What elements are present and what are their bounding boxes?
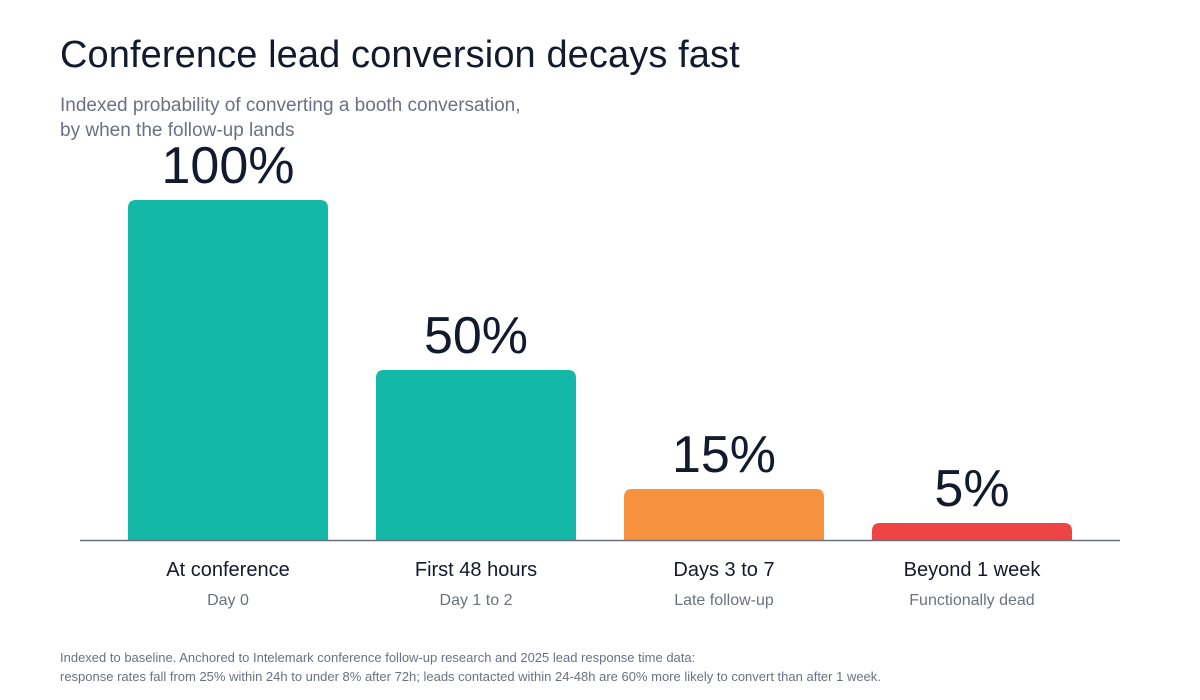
- subtitle-line-2: by when the follow-up lands: [60, 120, 295, 141]
- chart-footnote: Indexed to baseline. Anchored to Intelem…: [60, 648, 881, 686]
- category-label-2: Days 3 to 7: [673, 559, 774, 581]
- chart-title: Conference lead conversion decays fast: [60, 34, 740, 76]
- bar-0: [128, 200, 328, 540]
- category-sublabel-2: Late follow-up: [674, 592, 774, 609]
- value-label-3: 5%: [934, 460, 1009, 518]
- footnote-line-2: response rates fall from 25% within 24h …: [60, 669, 881, 684]
- bar-3: [872, 523, 1072, 540]
- footnote-line-1: Indexed to baseline. Anchored to Intelem…: [60, 650, 696, 665]
- category-sublabel-1: Day 1 to 2: [440, 592, 513, 609]
- category-label-3: Beyond 1 week: [904, 559, 1042, 581]
- chart-subtitle: Indexed probability of converting a boot…: [60, 93, 580, 143]
- value-label-0: 100%: [162, 137, 295, 195]
- value-label-2: 15%: [672, 426, 776, 484]
- category-sublabel-3: Functionally dead: [909, 592, 1034, 609]
- category-label-1: First 48 hours: [415, 559, 537, 581]
- bar-1: [376, 370, 576, 540]
- category-label-0: At conference: [166, 559, 289, 581]
- bar-2: [624, 489, 824, 540]
- subtitle-line-1: Indexed probability of converting a boot…: [60, 95, 521, 116]
- value-label-1: 50%: [424, 307, 528, 365]
- category-sublabel-0: Day 0: [207, 592, 249, 609]
